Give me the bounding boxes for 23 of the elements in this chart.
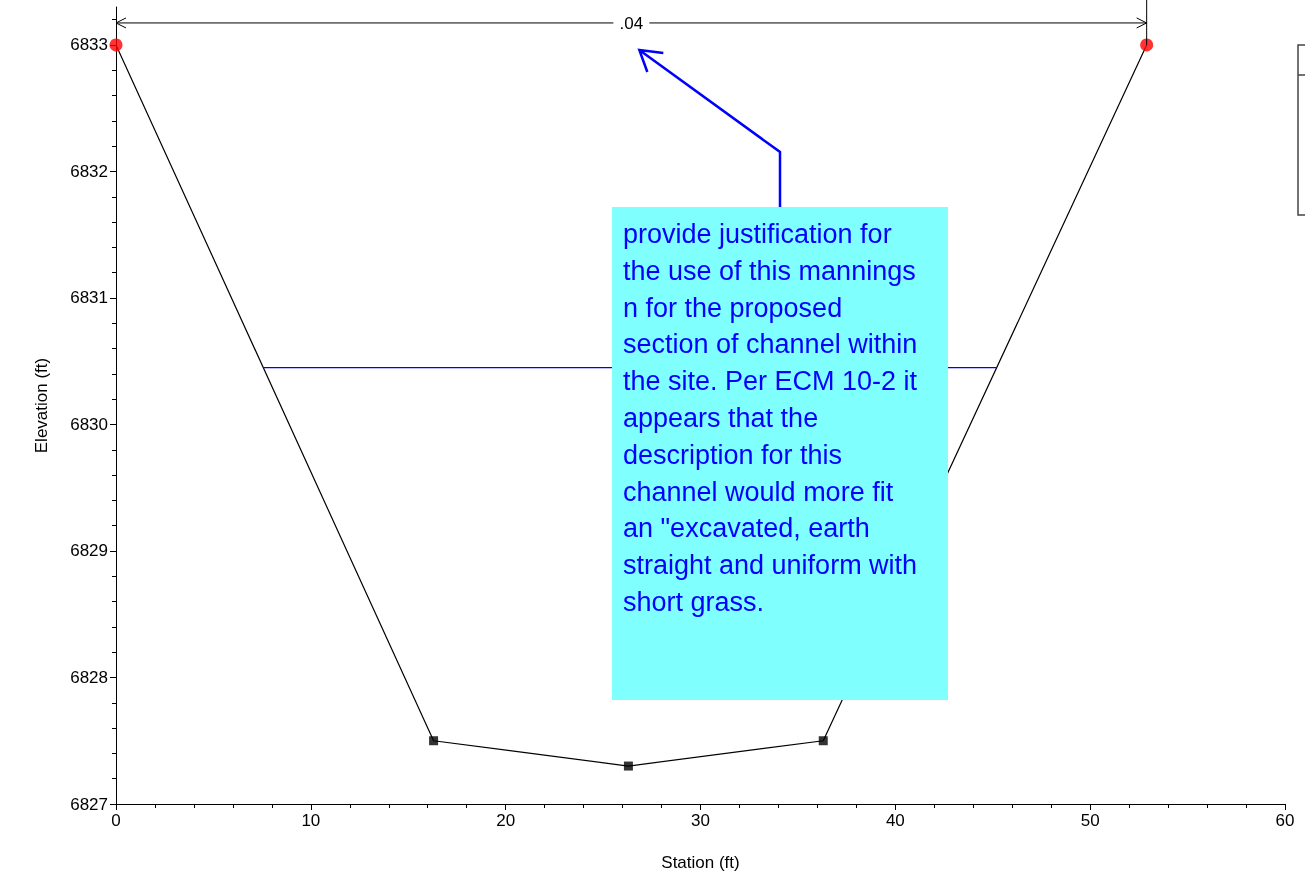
point — [109, 38, 123, 52]
y-tick-label: 6828 — [70, 667, 108, 687]
x-tick-label: 60 — [1275, 811, 1295, 830]
x-tick-label: 50 — [1080, 811, 1100, 830]
y-tick-label: 6833 — [70, 35, 108, 55]
x-tick-label: 0 — [111, 811, 121, 830]
x-tick-label: 30 — [691, 811, 710, 830]
y-axis-title: Elevation (ft) — [32, 357, 51, 454]
x-tick-label: 20 — [496, 811, 516, 830]
point — [818, 736, 828, 746]
point — [1140, 38, 1154, 52]
y-tick-label: 6830 — [70, 414, 108, 434]
callout-box: provide justification for the use of this mannings n for the proposed section of channel within the site. Per ECM 10-2 it appears that the description for this channel would more fit an "excavated, earth straight and uniform with short grass. — [612, 207, 948, 700]
point — [623, 761, 633, 771]
x-axis-title: Station (ft) — [661, 853, 740, 872]
y-tick-label: 6829 — [70, 541, 108, 561]
annotation: .04 — [619, 13, 644, 33]
y-tick-label: 6827 — [70, 794, 108, 814]
y-tick-label: 6832 — [70, 161, 108, 181]
y-tick-label: 6831 — [70, 288, 108, 308]
point — [429, 736, 439, 746]
x-tick-label: 40 — [885, 811, 905, 830]
x-tick-label: 10 — [301, 811, 321, 830]
